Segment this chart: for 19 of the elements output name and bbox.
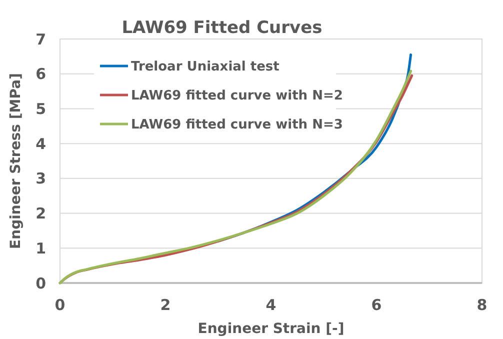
x-tick-label: 8 xyxy=(476,296,488,314)
x-tick-label: 6 xyxy=(371,296,382,314)
x-tick-label: 2 xyxy=(160,296,171,314)
y-tick-label: 5 xyxy=(36,100,46,118)
y-tick-label: 4 xyxy=(36,134,46,153)
legend-label: Treloar Uniaxial test xyxy=(131,60,280,75)
chart-title: LAW69 Fitted Curves xyxy=(122,18,322,38)
y-axis-title: Engineer Stress [MPa] xyxy=(8,73,24,249)
legend-label: LAW69 fitted curve with N=3 xyxy=(131,118,343,133)
y-tick-label: 6 xyxy=(36,65,46,84)
y-tick-label: 7 xyxy=(36,30,46,48)
y-tick-label: 0 xyxy=(36,274,46,292)
y-tick-label: 2 xyxy=(36,204,46,223)
x-tick-label: 4 xyxy=(266,296,276,314)
x-axis-title: Engineer Strain [-] xyxy=(198,321,344,337)
y-tick-label: 1 xyxy=(36,239,46,258)
x-tick-label: 0 xyxy=(54,296,66,314)
legend-label: LAW69 fitted curve with N=2 xyxy=(131,88,343,104)
y-tick-label: 3 xyxy=(36,170,46,188)
